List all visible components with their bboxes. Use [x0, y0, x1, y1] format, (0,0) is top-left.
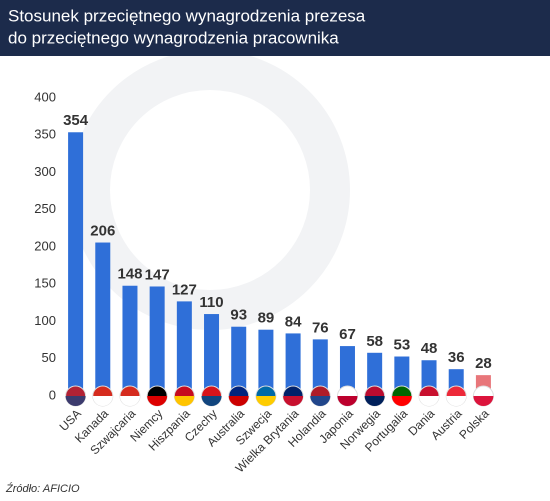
flag-icon [337, 396, 358, 407]
value-label: 48 [421, 340, 438, 357]
y-tick-label: 0 [49, 387, 56, 402]
y-tick-label: 50 [42, 350, 56, 365]
flag-icon [310, 396, 331, 407]
source: Źródło: AFICIO [5, 482, 80, 495]
bar [285, 333, 301, 396]
bar [367, 352, 383, 396]
bar [312, 339, 328, 396]
value-label: 53 [394, 336, 411, 353]
flag-icon [364, 396, 385, 407]
flag-icon [65, 396, 86, 406]
bar [176, 301, 192, 396]
value-label: 110 [199, 294, 223, 311]
chart-title: do przeciętnego wynagrodzenia pracownika [8, 28, 339, 47]
value-label: 58 [366, 333, 383, 350]
flag-icon [147, 396, 168, 407]
y-tick-label: 300 [34, 164, 56, 179]
flag-icon [201, 396, 222, 407]
value-label: 84 [285, 313, 302, 330]
bar [68, 132, 84, 396]
value-label: 206 [90, 222, 115, 239]
bar [95, 242, 111, 396]
flag-icon [92, 396, 113, 407]
flag-icon [391, 396, 412, 407]
flag-icon [174, 396, 195, 407]
bar [339, 346, 355, 396]
bar [258, 329, 274, 396]
value-label: 93 [230, 307, 247, 324]
value-label: 148 [117, 266, 142, 283]
bar [231, 326, 247, 396]
y-tick-label: 350 [34, 127, 56, 142]
header [0, 0, 550, 56]
watermark [70, 50, 350, 330]
flag-icon [473, 396, 494, 407]
y-tick-label: 400 [34, 89, 56, 104]
flag-icon [283, 396, 304, 407]
chart-title: Stosunek przeciętnego wynagrodzenia prez… [8, 6, 366, 25]
bar [122, 285, 138, 396]
value-label: 127 [172, 281, 197, 298]
value-label: 28 [475, 355, 492, 372]
y-tick-label: 250 [34, 201, 56, 216]
bar [149, 286, 165, 396]
flag-icon [446, 396, 467, 407]
flag-icon [228, 396, 249, 407]
bar [394, 356, 410, 396]
y-tick-label: 100 [34, 313, 56, 328]
value-label: 36 [448, 349, 465, 366]
value-label: 67 [339, 326, 356, 343]
value-label: 147 [145, 266, 170, 283]
value-label: 354 [63, 112, 89, 129]
y-tick-label: 150 [34, 276, 56, 291]
value-label: 76 [312, 319, 329, 336]
flag-icon [119, 396, 140, 407]
bar [204, 314, 220, 396]
flag-icon [255, 396, 276, 407]
value-label: 89 [258, 310, 275, 327]
flag-icon [419, 396, 440, 407]
y-tick-label: 200 [34, 238, 56, 253]
